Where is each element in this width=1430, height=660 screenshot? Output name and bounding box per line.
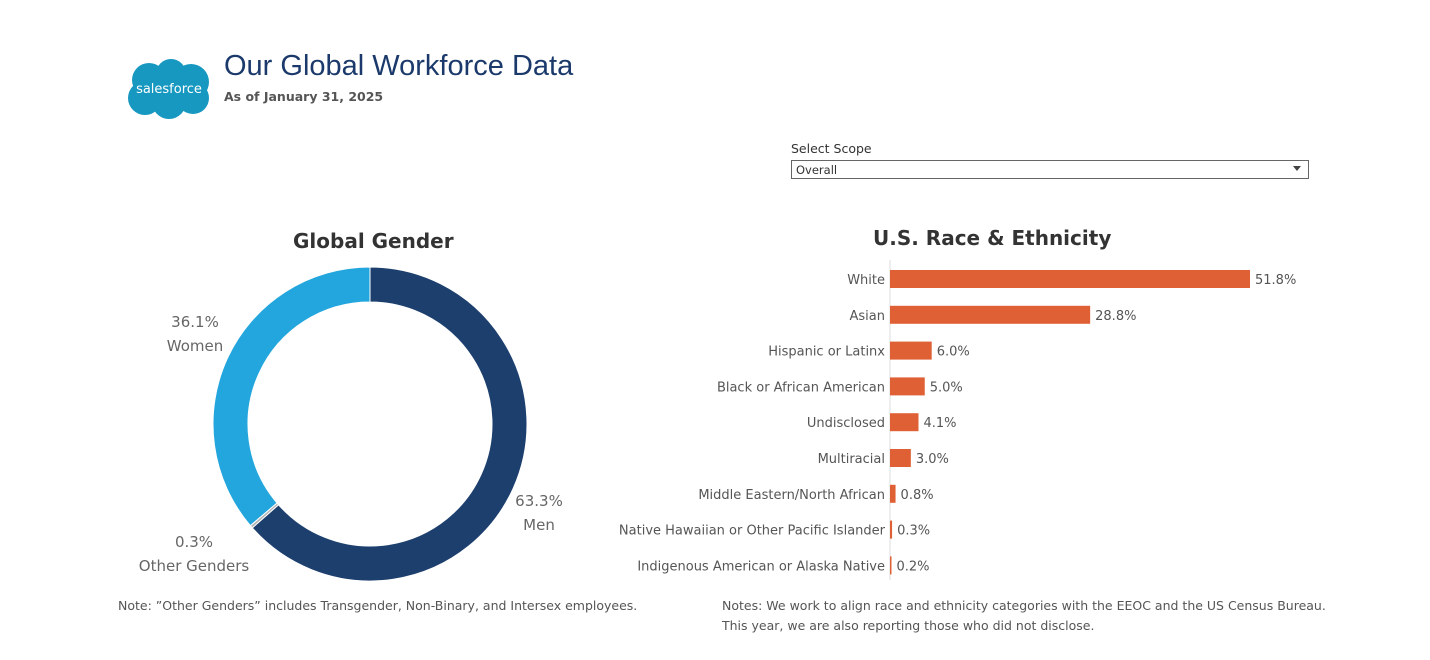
value-label: 3.0% — [916, 452, 949, 467]
donut-slice-women — [212, 266, 371, 527]
page-title: Our Global Workforce Data — [224, 50, 574, 82]
category-label: Black or African American — [717, 380, 885, 395]
category-label: Asian — [850, 309, 885, 324]
scope-select[interactable]: Overall — [791, 160, 1309, 179]
value-label: 5.0% — [930, 380, 963, 395]
as-of-date: As of January 31, 2025 — [224, 89, 384, 104]
bar — [890, 413, 919, 432]
value-label: 4.1% — [923, 416, 956, 431]
race-note-line2: This year, we are also reporting those w… — [722, 618, 1095, 633]
category-label: Indigenous American or Alaska Native — [637, 559, 885, 574]
bar — [890, 520, 893, 539]
category-label: Undisclosed — [807, 416, 885, 431]
category-label: Middle Eastern/North African — [698, 488, 885, 503]
value-label: 28.8% — [1095, 309, 1136, 324]
donut-slice-men — [251, 266, 528, 582]
scope-value: Overall — [796, 163, 838, 177]
bar — [890, 270, 1250, 288]
race-chart-title: U.S. Race & Ethnicity — [873, 226, 1112, 250]
other-genders-label: 0.3% Other Genders — [138, 533, 250, 575]
category-label: Hispanic or Latinx — [768, 345, 885, 360]
race-note-line1: Notes: We work to align race and ethnici… — [722, 598, 1326, 613]
bar — [890, 305, 1091, 324]
men-label: 63.3% Men — [515, 492, 563, 534]
logo-text: salesforce — [136, 82, 202, 97]
scope-label: Select Scope — [791, 141, 872, 156]
category-label: Multiracial — [818, 452, 885, 467]
bar — [890, 484, 896, 503]
women-label: 36.1% Women — [166, 313, 224, 355]
value-label: 6.0% — [937, 345, 970, 360]
value-label: 0.8% — [901, 488, 934, 503]
salesforce-logo: salesforce — [128, 59, 209, 119]
value-label: 51.8% — [1255, 273, 1296, 288]
gender-chart-title: Global Gender — [293, 229, 454, 253]
bar — [890, 377, 925, 396]
value-label: 0.3% — [897, 524, 930, 539]
category-label: Native Hawaiian or Other Pacific Islande… — [619, 524, 886, 539]
gender-donut-chart — [212, 266, 528, 582]
gender-note: Note: ”Other Genders” includes Transgend… — [118, 598, 638, 613]
bar — [890, 341, 932, 360]
race-bar-chart: White 51.8% Asian 28.8% Hispanic or Latinx 6.… — [619, 260, 1296, 580]
value-label: 0.2% — [897, 559, 930, 574]
category-label: White — [847, 273, 885, 288]
chevron-down-icon — [1293, 166, 1301, 171]
bar — [890, 449, 911, 467]
bar — [890, 556, 892, 575]
